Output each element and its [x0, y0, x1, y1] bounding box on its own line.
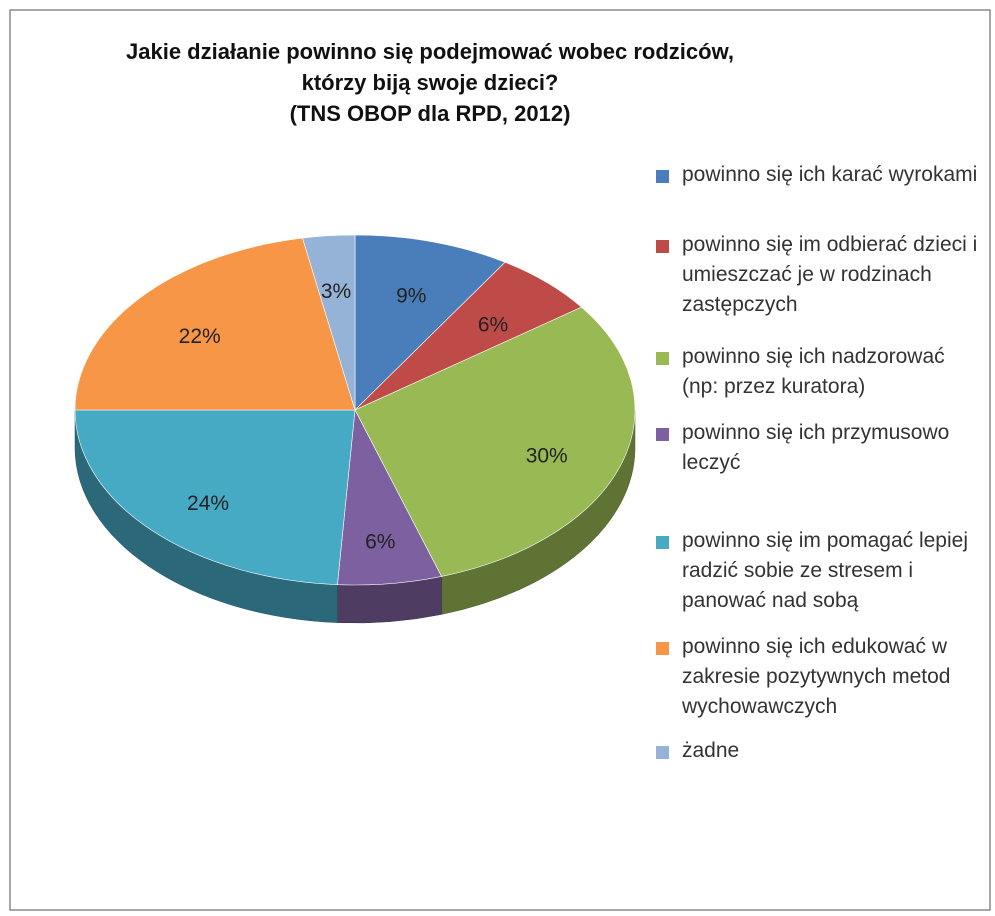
legend-swatch [656, 352, 669, 365]
legend-label: żadne [682, 739, 740, 762]
legend-swatch [656, 428, 669, 441]
legend-label: powinno się ich nadzorować (np: przez ku… [682, 345, 945, 398]
legend-swatch [656, 536, 669, 549]
legend-item: żadne [652, 736, 982, 766]
data-label: 3% [321, 280, 351, 303]
chart-frame [9, 9, 991, 911]
legend-swatch [656, 642, 669, 655]
chart-subtitle: (TNS OBOP dla RPD, 2012) [289, 101, 571, 126]
legend-label: powinno się im odbierać dzieci i umieszc… [682, 233, 978, 316]
data-label: 6% [478, 314, 508, 337]
legend-swatch [656, 746, 669, 759]
pie: 9% 6% 30% 6% 24% 22% 3% [74, 234, 636, 624]
legend-item: powinno się im pomagać lepiej radzić sob… [652, 526, 982, 616]
legend: powinno się ich karać wyrokami powinno si… [652, 160, 982, 766]
data-label: 24% [187, 492, 229, 515]
slice [302, 234, 356, 411]
data-label: 9% [396, 285, 426, 308]
chart-title: Jakie działanie powinno się podejmować w… [126, 39, 734, 95]
legend-swatch [656, 170, 669, 183]
slice [74, 237, 356, 411]
legend-item: powinno się im odbierać dzieci i umieszc… [652, 230, 982, 320]
legend-label: powinno się ich karać wyrokami [682, 163, 978, 186]
legend-item: powinno się ich edukować w zakresie pozy… [652, 632, 982, 722]
data-label: 22% [179, 325, 221, 348]
legend-label: powinno się ich edukować w zakresie pozy… [682, 635, 951, 718]
legend-item: powinno się ich karać wyrokami [652, 160, 982, 190]
title-block: Jakie działanie powinno się podejmować w… [120, 36, 740, 129]
slice [354, 234, 506, 411]
legend-item: powinno się ich przymusowo leczyć [652, 418, 982, 478]
legend-label: powinno się im pomagać lepiej radzić sob… [682, 529, 968, 612]
slice [354, 306, 636, 577]
slice [74, 409, 356, 585]
legend-item: powinno się ich nadzorować (np: przez ku… [652, 342, 982, 402]
data-label: 30% [526, 444, 568, 467]
legend-label: powinno się ich przymusowo leczyć [682, 421, 950, 474]
data-label: 6% [365, 531, 395, 554]
legend-swatch [656, 240, 669, 253]
